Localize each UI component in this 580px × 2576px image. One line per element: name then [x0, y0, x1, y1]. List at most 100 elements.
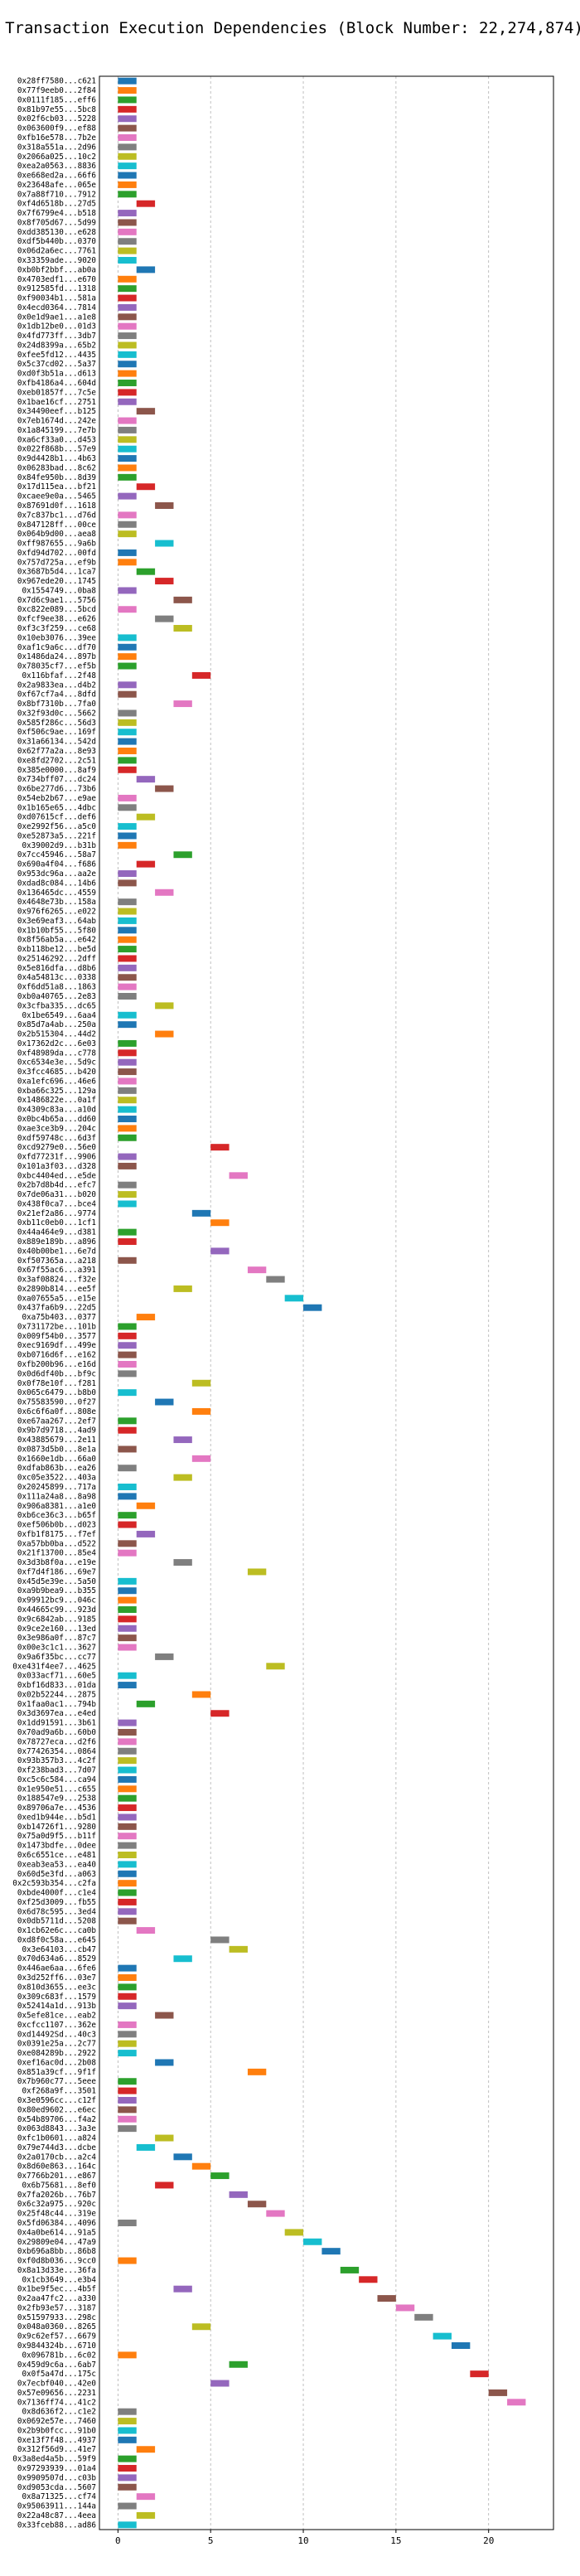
y-tick-label: 0x80ed9602...e6ec [17, 2105, 96, 2114]
transaction-bar [118, 766, 137, 773]
y-tick-label: 0x2fb93e57...3187 [17, 2303, 96, 2312]
y-tick-label: 0x0f5a47d...175c [22, 2370, 96, 2379]
y-tick-label: 0x79e744d3...dcbe [17, 2143, 97, 2152]
transaction-bar [118, 2031, 137, 2038]
y-tick-label: 0x54eb2b67...e9ae [17, 794, 97, 803]
y-tick-label: 0xa1efc696...46e6 [17, 1077, 96, 1086]
y-tick-label: 0xd14492Sd...40c3 [17, 2030, 96, 2039]
y-tick-label: 0x7136ff74...41c2 [17, 2398, 96, 2407]
y-tick-label: 0x29809e04...47a9 [17, 2238, 96, 2247]
transaction-bar [118, 294, 137, 302]
transaction-bar [118, 974, 137, 981]
y-tick-label: 0x78035cf7...ef5b [17, 662, 97, 671]
transaction-bar [155, 2181, 174, 2189]
chart-title: Transaction Execution Dependencies (Bloc… [5, 19, 580, 37]
transaction-bar [118, 729, 137, 736]
transaction-bar [118, 455, 137, 462]
y-tick-label: 0x4703edf1...e670 [17, 275, 96, 284]
transaction-bar [173, 2153, 192, 2161]
transaction-bar [118, 1813, 137, 1821]
transaction-bar [118, 2106, 137, 2114]
transaction-bar [118, 1917, 137, 1925]
transaction-bar [118, 1162, 137, 1169]
y-tick-label: 0x7de06a31...b020 [17, 1190, 96, 1199]
y-tick-label: 0x93b357b3...4c2f [17, 1756, 96, 1765]
y-tick-label: 0xfb4186a4...604d [17, 379, 96, 388]
y-tick-label: 0xb118be12...be5d [17, 945, 96, 954]
y-tick-label: 0x1660e1db...66a0 [17, 1455, 96, 1464]
transaction-bar [155, 615, 174, 622]
transaction-bar [118, 964, 137, 971]
transaction-bar [191, 671, 211, 679]
y-tick-label: 0x2b7d8b4d...efc7 [17, 1181, 96, 1190]
y-tick-label: 0x188547e9...2538 [17, 1794, 96, 1804]
y-tick-label: 0x690a4f04...f686 [17, 860, 96, 869]
transaction-bar [118, 1540, 137, 1547]
y-tick-label: 0x3fcc4685...b420 [17, 1068, 96, 1077]
transaction-bar [118, 1445, 137, 1453]
grid-lines [117, 76, 490, 2530]
transaction-bar [118, 1097, 137, 1104]
y-tick-label: 0x95063911...144a [17, 2502, 96, 2511]
y-tick-label: 0xe8fd2702...2c51 [17, 756, 96, 765]
y-tick-label: 0x8a71325...cf74 [22, 2492, 96, 2501]
transaction-bar [118, 757, 137, 764]
transaction-bar [118, 303, 137, 311]
y-tick-label: 0x318a551a...2d96 [17, 143, 96, 152]
transaction-bar [191, 1379, 211, 1387]
y-tick-labels: 0x28ff7580...c6210x77f9eeb0...2f840x0111… [12, 77, 96, 2530]
transaction-bar [118, 275, 137, 283]
y-tick-label: 0xdfab863b...ea26 [17, 1464, 96, 1473]
transaction-bar [118, 2483, 137, 2491]
transaction-bar [118, 134, 137, 141]
transaction-bar [118, 870, 137, 877]
y-tick-label: 0x33fceb88...ad86 [17, 2520, 96, 2530]
transaction-bar [173, 1955, 192, 1963]
y-tick-label: 0x62f77a2a...8e93 [17, 747, 96, 756]
transaction-bar [118, 2087, 137, 2094]
y-tick-label: 0x6b75681...8ef0 [22, 2181, 96, 2190]
transaction-bar [136, 776, 156, 783]
transaction-bar [118, 473, 137, 481]
y-tick-label: 0xa57bb0ba...d522 [17, 1539, 96, 1548]
y-tick-label: 0xa07655a5...e15e [17, 1294, 97, 1303]
transaction-bar [118, 1351, 137, 1358]
y-tick-label: 0x31a66134...542d [17, 738, 96, 747]
transaction-bar [210, 1710, 230, 1717]
transaction-bar [118, 1257, 137, 1264]
y-tick-label: 0x0f78e10f...f281 [17, 1379, 96, 1388]
y-tick-label: 0x7fa2026b...76b7 [17, 2191, 96, 2200]
transaction-bar [118, 351, 137, 358]
transaction-bar [118, 1370, 137, 1378]
y-tick-label: 0xcfcc1107...362e [17, 2021, 97, 2030]
transaction-bar [118, 1493, 137, 1500]
transaction-bar [210, 1144, 230, 1151]
transaction-bar [118, 1606, 137, 1613]
transaction-bar [210, 2172, 230, 2180]
y-tick-label: 0x6c6551ce...e481 [17, 1851, 96, 1860]
y-tick-label: 0x3e986a0f...87c7 [17, 1634, 96, 1643]
transaction-bar [118, 1125, 137, 1132]
transaction-bar [247, 2068, 267, 2075]
y-tick-label: 0xfc1b0601...a824 [17, 2134, 97, 2143]
transaction-bar [118, 1342, 137, 1349]
transaction-bar [118, 210, 137, 217]
transaction-bar [118, 1974, 137, 1981]
y-tick-label: 0x2890b814...ee5f [17, 1285, 96, 1294]
transaction-bar [118, 115, 137, 123]
y-tick-label: 0xf507365a...a218 [17, 1257, 96, 1266]
transaction-bar [118, 879, 137, 887]
transaction-bar [136, 2493, 156, 2501]
y-tick-label: 0xd9053cda...5607 [17, 2483, 96, 2492]
transaction-bar [118, 719, 137, 726]
transaction-bar [118, 1039, 137, 1047]
transaction-bar [118, 2257, 137, 2264]
y-tick-label: 0x25f48c44...319e [17, 2210, 97, 2219]
y-tick-label: 0xfb1f8175...f7ef [17, 1530, 96, 1539]
y-tick-label: 0xfd94d702...00fd [17, 549, 96, 558]
transaction-bar [118, 511, 137, 519]
transaction-bar [118, 662, 137, 670]
y-tick-label: 0x0e1d9ae1...a1e8 [17, 312, 96, 322]
transaction-bar [118, 2078, 137, 2085]
transaction-bar [155, 502, 174, 509]
